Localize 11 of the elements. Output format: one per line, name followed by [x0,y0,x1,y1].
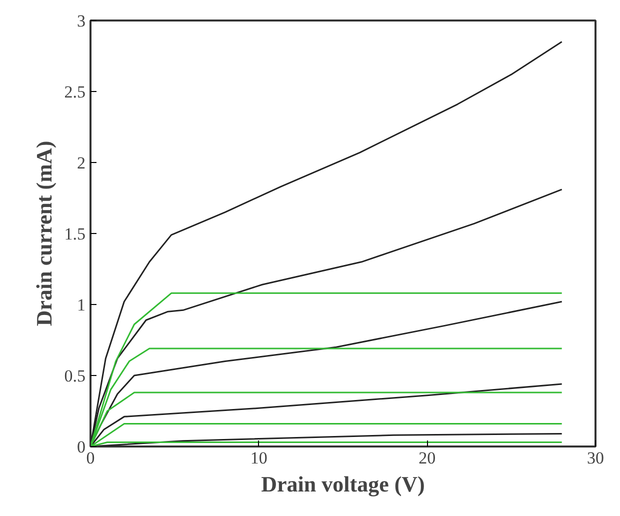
x-tick-label: 30 [587,448,604,468]
y-tick-label: 2 [77,154,86,172]
x-tick-label: 10 [250,448,268,468]
y-tick-label: 2.5 [64,82,86,102]
y-tick-label: 3 [77,12,86,30]
x-axis-title: Drain voltage (V) [261,472,425,496]
y-tick-label: 1 [77,296,86,314]
y-tick-label: 1.5 [64,224,86,244]
y-tick-label: 0.5 [64,366,86,386]
y-axis-title: Drain current (mA) [31,140,56,326]
x-tick-label: 20 [418,448,436,468]
